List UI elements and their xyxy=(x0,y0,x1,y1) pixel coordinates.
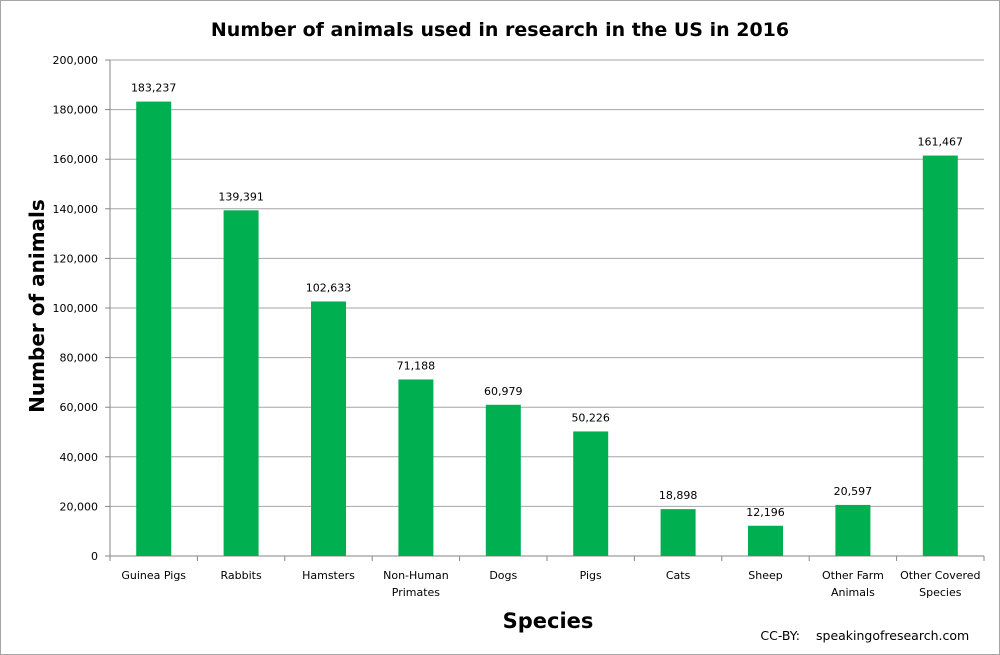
bar xyxy=(922,155,958,557)
y-tick-label: 40,000 xyxy=(60,451,99,464)
bar xyxy=(311,301,346,556)
x-tick-label: Pigs xyxy=(580,569,602,582)
x-tick-label: Cats xyxy=(666,569,691,582)
x-tick-label: Rabbits xyxy=(220,569,261,582)
credit-source: speakingofresearch.com xyxy=(816,628,969,643)
x-tick-label: Animals xyxy=(831,586,875,599)
x-tick-label: Primates xyxy=(392,586,441,599)
bar xyxy=(398,379,434,556)
y-tick-label: 0 xyxy=(91,550,98,563)
y-tick-label: 160,000 xyxy=(53,153,99,166)
y-tick-label: 20,000 xyxy=(60,500,99,513)
x-tick-label: Dogs xyxy=(489,569,517,582)
y-tick-label: 100,000 xyxy=(53,302,99,315)
bar xyxy=(223,210,259,557)
y-axis-label: Number of animals xyxy=(25,199,49,413)
x-tick-label: Species xyxy=(919,586,962,599)
data-label: 50,226 xyxy=(571,411,610,424)
y-tick-label: 80,000 xyxy=(60,352,99,365)
bar xyxy=(835,504,871,556)
bar xyxy=(748,525,783,556)
data-label: 12,196 xyxy=(746,506,785,519)
y-tick-label: 120,000 xyxy=(53,252,99,265)
data-label: 139,391 xyxy=(218,190,264,203)
bar xyxy=(485,404,521,556)
y-tick-label: 200,000 xyxy=(53,54,99,67)
bar xyxy=(660,509,696,556)
x-tick-label: Non-Human xyxy=(383,569,449,582)
y-tick-label: 140,000 xyxy=(53,203,99,216)
data-label: 71,188 xyxy=(397,359,436,372)
data-label: 18,898 xyxy=(659,489,698,502)
x-tick-label: Other Farm xyxy=(822,569,884,582)
chart-title: Number of animals used in research in th… xyxy=(211,19,789,41)
data-label: 60,979 xyxy=(484,385,523,398)
credit-label: CC-BY: xyxy=(760,628,800,643)
data-label: 102,633 xyxy=(306,281,352,294)
y-tick-label: 60,000 xyxy=(60,401,99,414)
x-axis-label: Species xyxy=(503,609,594,633)
data-label: 183,237 xyxy=(131,82,177,95)
bar xyxy=(136,101,172,557)
bar xyxy=(573,431,609,556)
data-label: 20,597 xyxy=(834,485,873,498)
data-label: 161,467 xyxy=(918,136,964,149)
y-tick-label: 180,000 xyxy=(53,104,99,117)
x-tick-label: Guinea Pigs xyxy=(121,569,186,582)
x-tick-label: Other Covered xyxy=(900,569,980,582)
x-tick-label: Hamsters xyxy=(302,569,355,582)
x-tick-label: Sheep xyxy=(748,569,782,582)
